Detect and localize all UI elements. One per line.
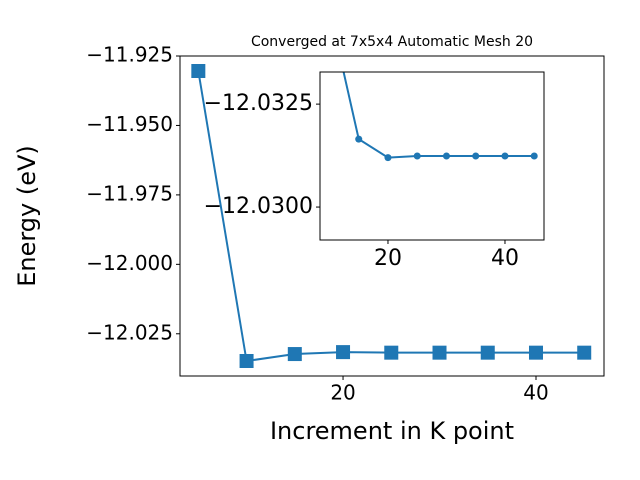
y-axis-label: Energy (eV) (13, 145, 41, 287)
marker (501, 152, 509, 160)
plot-area (326, 6, 538, 162)
x-tick-label: 40 (491, 246, 519, 271)
axes-frame (179, 55, 605, 377)
x-tick-label: 40 (523, 381, 548, 405)
y-tick-label: −12.0325 (204, 91, 313, 116)
x-axis-label: Increment in K point (270, 417, 514, 445)
marker (384, 154, 392, 162)
marker (191, 64, 206, 78)
chart-title: Converged at 7x5x4 Automatic Mesh 20 (251, 34, 533, 50)
marker (355, 135, 363, 143)
marker (577, 345, 592, 360)
marker (413, 152, 421, 160)
marker (480, 345, 495, 360)
x-tick-label: 20 (330, 381, 355, 405)
y-tick-label: −12.000 (86, 251, 173, 275)
y-tick-label: −12.025 (86, 320, 173, 344)
y-tick-label: −11.950 (86, 112, 173, 136)
marker (326, 6, 333, 13)
marker (239, 354, 254, 368)
marker (442, 152, 450, 160)
line (342, 72, 535, 159)
axes-frame (319, 71, 545, 241)
marker (528, 345, 543, 360)
y-tick-label: −11.975 (86, 181, 173, 205)
x-tick-label: 20 (374, 246, 402, 271)
marker (336, 345, 351, 360)
marker (432, 345, 447, 360)
y-tick-label: −11.925 (86, 43, 173, 67)
plot-area (191, 64, 592, 368)
y-tick-label: −12.0300 (204, 194, 313, 219)
marker (472, 152, 480, 160)
marker (287, 347, 302, 362)
marker (384, 345, 399, 360)
marker (530, 152, 538, 160)
